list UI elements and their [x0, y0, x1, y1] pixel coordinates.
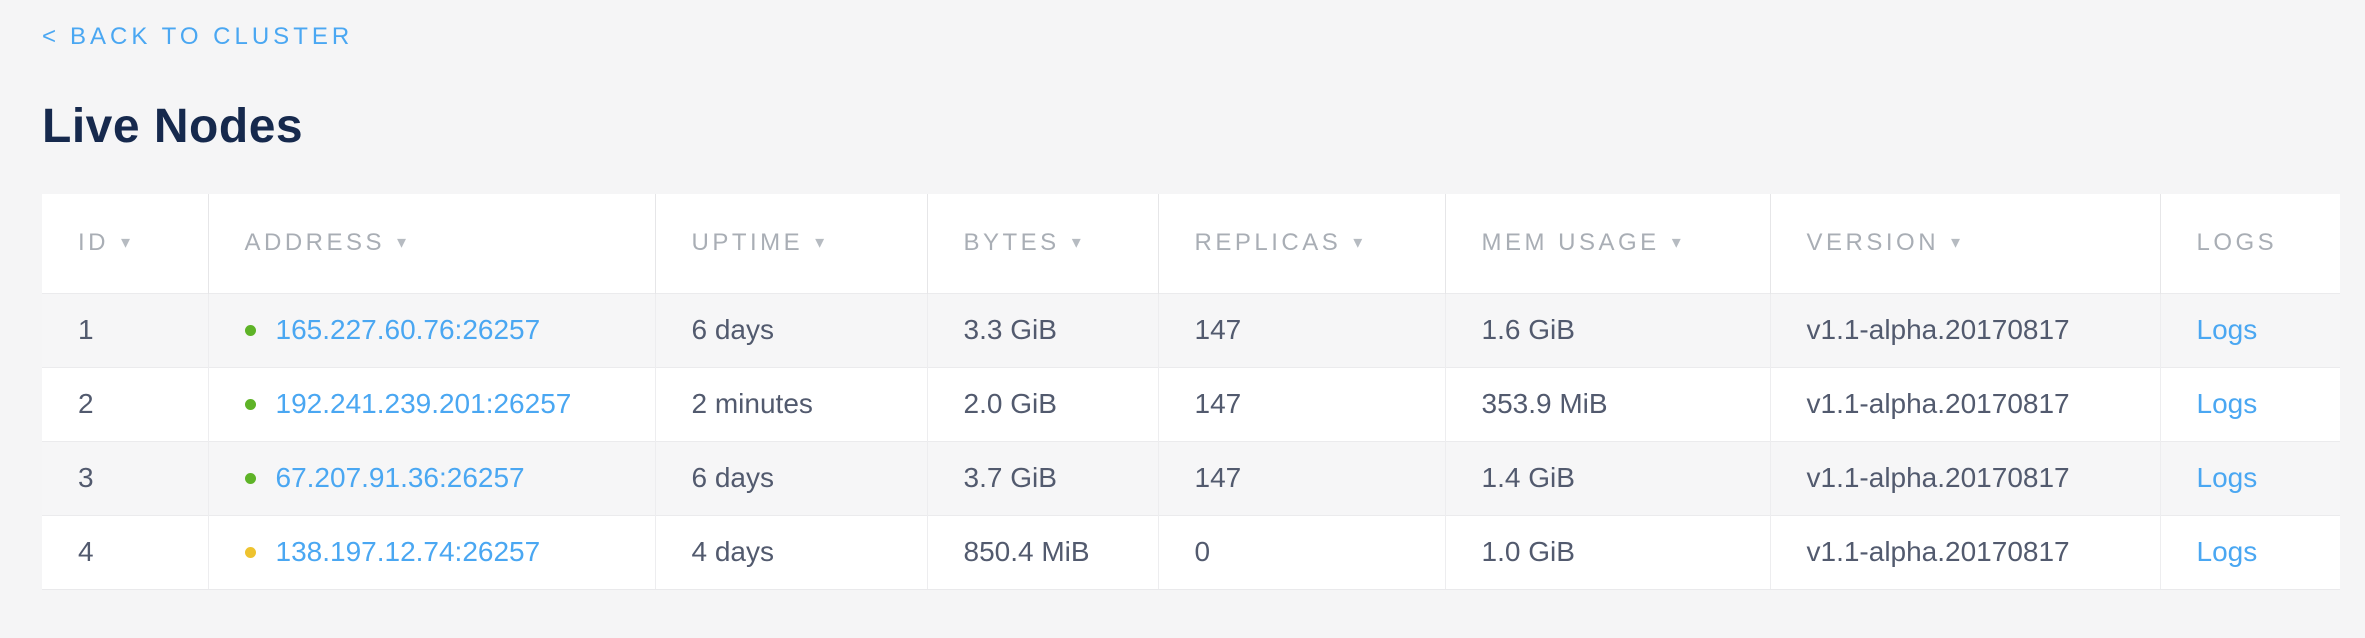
bytes-cell: 2.0 GiB: [927, 366, 1159, 442]
logs-link[interactable]: Logs: [2196, 314, 2258, 346]
node-address-cell: 165.227.60.76:26257: [208, 292, 656, 368]
column-header-uptime[interactable]: UPTIME ▾: [655, 193, 928, 294]
version-cell: v1.1-alpha.20170817: [1770, 366, 2161, 442]
sort-arrow-icon: ▾: [1071, 232, 1081, 253]
column-header-version[interactable]: VERSION ▾: [1770, 193, 2161, 294]
uptime-cell: 6 days: [655, 440, 928, 516]
node-status-dot: [244, 325, 256, 337]
node-status-dot: [244, 399, 256, 411]
mem-usage-cell: 1.0 GiB: [1445, 514, 1771, 590]
bytes-cell: 850.4 MiB: [927, 514, 1159, 590]
replicas-cell: 0: [1158, 514, 1446, 590]
node-id-cell: 4: [42, 514, 209, 590]
node-address-cell: 192.241.239.201:26257: [208, 366, 656, 442]
node-id-cell: 2: [42, 366, 209, 442]
replicas-cell: 147: [1158, 366, 1446, 442]
node-address-cell: 67.207.91.36:26257: [208, 440, 656, 516]
column-header-id[interactable]: ID ▾: [42, 193, 209, 294]
node-address-link[interactable]: 165.227.60.76:26257: [275, 314, 541, 346]
node-address-cell: 138.197.12.74:26257: [208, 514, 656, 590]
node-address-link[interactable]: 192.241.239.201:26257: [275, 388, 572, 420]
version-cell: v1.1-alpha.20170817: [1770, 440, 2161, 516]
column-header-mem-usage[interactable]: MEM USAGE ▾: [1445, 193, 1771, 294]
uptime-cell: 6 days: [655, 292, 928, 368]
back-to-cluster-link[interactable]: < BACK TO CLUSTER: [42, 23, 353, 51]
sort-arrow-icon: ▾: [1951, 232, 1961, 253]
logs-link[interactable]: Logs: [2196, 536, 2258, 568]
table-row: 4 138.197.12.74:26257 4 days 850.4 MiB 0…: [42, 514, 2340, 590]
back-to-cluster-label: BACK TO CLUSTER: [70, 23, 354, 50]
uptime-cell: 4 days: [655, 514, 928, 590]
sort-arrow-icon: ▾: [815, 232, 825, 253]
column-header-replicas[interactable]: REPLICAS ▾: [1158, 193, 1446, 294]
live-nodes-page: < BACK TO CLUSTER Live Nodes ID ▾ ADDRESS ▾…: [42, 23, 2340, 590]
logs-cell: Logs: [2160, 366, 2340, 442]
version-cell: v1.1-alpha.20170817: [1770, 514, 2161, 590]
version-cell: v1.1-alpha.20170817: [1770, 292, 2161, 368]
logs-cell: Logs: [2160, 292, 2340, 368]
mem-usage-cell: 1.6 GiB: [1445, 292, 1771, 368]
table-row: 3 67.207.91.36:26257 6 days 3.7 GiB 147 …: [42, 440, 2340, 516]
bytes-cell: 3.7 GiB: [927, 440, 1159, 516]
node-status-dot: [244, 547, 256, 559]
logs-link[interactable]: Logs: [2196, 462, 2258, 494]
node-address-link[interactable]: 138.197.12.74:26257: [275, 536, 541, 568]
replicas-cell: 147: [1158, 292, 1446, 368]
logs-link[interactable]: Logs: [2196, 388, 2258, 420]
logs-cell: Logs: [2160, 514, 2340, 590]
sort-arrow-icon: ▾: [1671, 232, 1681, 253]
mem-usage-cell: 353.9 MiB: [1445, 366, 1771, 442]
node-id-cell: 3: [42, 440, 209, 516]
node-status-dot: [244, 473, 256, 485]
sort-arrow-icon: ▾: [121, 232, 131, 253]
logs-cell: Logs: [2160, 440, 2340, 516]
chevron-left-icon: <: [42, 23, 61, 50]
column-header-address[interactable]: ADDRESS ▾: [208, 193, 656, 294]
sort-arrow-icon: ▾: [397, 232, 407, 253]
replicas-cell: 147: [1158, 440, 1446, 516]
mem-usage-cell: 1.4 GiB: [1445, 440, 1771, 516]
bytes-cell: 3.3 GiB: [927, 292, 1159, 368]
column-header-logs: LOGS: [2160, 193, 2340, 294]
column-header-bytes[interactable]: BYTES ▾: [927, 193, 1159, 294]
node-address-link[interactable]: 67.207.91.36:26257: [275, 462, 525, 494]
table-header-row: ID ▾ ADDRESS ▾ UPTIME ▾ BYTES ▾ REPLICAS ▾ ME…: [42, 193, 2340, 294]
page-title: Live Nodes: [42, 100, 304, 153]
node-id-cell: 1: [42, 292, 209, 368]
table-row: 1 165.227.60.76:26257 6 days 3.3 GiB 147…: [42, 292, 2340, 368]
sort-arrow-icon: ▾: [1353, 232, 1363, 253]
live-nodes-table: ID ▾ ADDRESS ▾ UPTIME ▾ BYTES ▾ REPLICAS ▾ ME…: [42, 193, 2340, 590]
uptime-cell: 2 minutes: [655, 366, 928, 442]
table-row: 2 192.241.239.201:26257 2 minutes 2.0 Gi…: [42, 366, 2340, 442]
